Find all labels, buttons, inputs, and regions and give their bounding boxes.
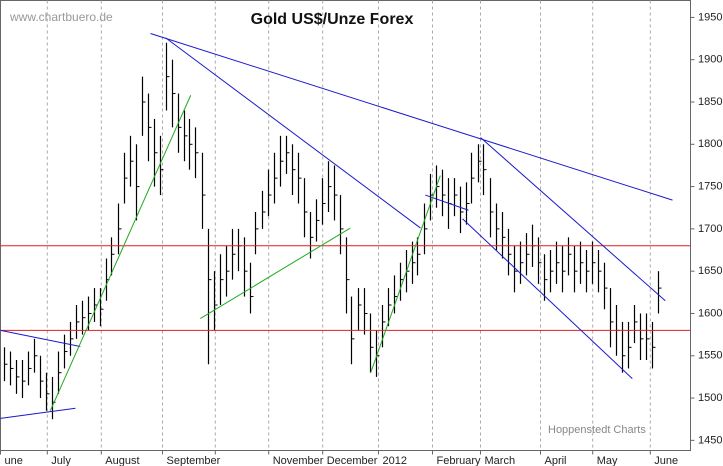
credit: Hoppenstedt Charts — [548, 424, 646, 436]
chart-title: Gold US$/Unze Forex — [251, 11, 414, 28]
y-tick-label: 1950 — [698, 11, 722, 23]
trend-line — [150, 33, 673, 201]
trend-line — [370, 175, 441, 373]
y-tick-label: 1600 — [698, 307, 722, 319]
trend-line — [0, 407, 76, 419]
x-tick-label: June — [654, 455, 678, 466]
x-tick-label: September — [167, 455, 221, 466]
plot-frame — [0, 0, 691, 451]
trend-line — [165, 37, 421, 229]
x-tick-label: May — [597, 455, 618, 466]
y-tick-label: 1700 — [698, 223, 722, 235]
trend-line — [0, 329, 81, 347]
x-tick-label: November — [273, 455, 324, 466]
y-tick-label: 1850 — [698, 96, 722, 108]
y-tick-label: 1550 — [698, 350, 722, 362]
x-tick-label: July — [51, 455, 71, 466]
y-tick-label: 1900 — [698, 54, 722, 66]
trend-line — [480, 137, 666, 302]
y-tick-label: 1800 — [698, 138, 722, 150]
x-tick-label: August — [105, 455, 139, 466]
trend-line — [462, 218, 633, 379]
x-tick-label: February — [437, 455, 482, 466]
x-tick-label: une — [5, 455, 23, 466]
trend-line — [200, 227, 351, 319]
y-tick-label: 1500 — [698, 392, 722, 404]
y-tick-label: 1750 — [698, 180, 722, 192]
x-tick-label: March — [485, 455, 516, 466]
x-tick-label: December — [327, 455, 378, 466]
x-tick-label: April — [545, 455, 567, 466]
trend-line — [49, 95, 192, 411]
y-tick-label: 1450 — [698, 434, 722, 446]
y-tick-label: 1650 — [698, 265, 722, 277]
x-tick-label: 2012 — [383, 455, 407, 466]
source: www.chartbuero.de — [9, 10, 113, 24]
